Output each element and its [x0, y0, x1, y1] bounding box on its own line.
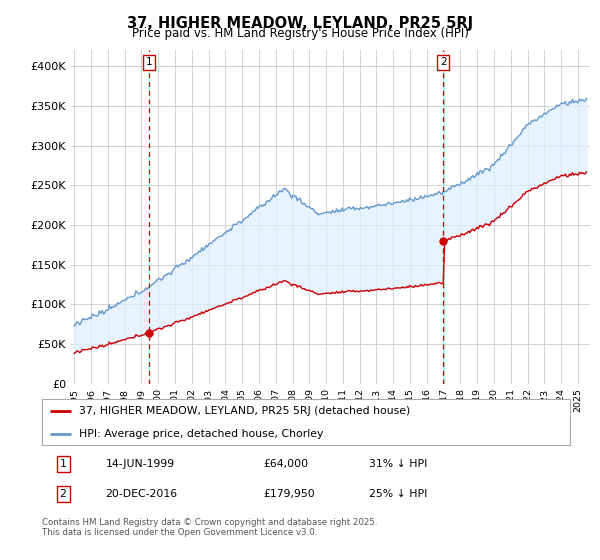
Text: £179,950: £179,950	[264, 489, 316, 499]
Text: 1: 1	[59, 459, 67, 469]
Text: 37, HIGHER MEADOW, LEYLAND, PR25 5RJ (detached house): 37, HIGHER MEADOW, LEYLAND, PR25 5RJ (de…	[79, 406, 410, 416]
Text: Contains HM Land Registry data © Crown copyright and database right 2025.
This d: Contains HM Land Registry data © Crown c…	[42, 518, 377, 538]
Text: 14-JUN-1999: 14-JUN-1999	[106, 459, 175, 469]
Text: 1: 1	[146, 57, 152, 67]
Text: 2: 2	[440, 57, 446, 67]
Text: Price paid vs. HM Land Registry's House Price Index (HPI): Price paid vs. HM Land Registry's House …	[131, 27, 469, 40]
Text: 2: 2	[59, 489, 67, 499]
Text: 25% ↓ HPI: 25% ↓ HPI	[370, 489, 428, 499]
Text: HPI: Average price, detached house, Chorley: HPI: Average price, detached house, Chor…	[79, 429, 323, 438]
Text: 20-DEC-2016: 20-DEC-2016	[106, 489, 178, 499]
Text: 37, HIGHER MEADOW, LEYLAND, PR25 5RJ: 37, HIGHER MEADOW, LEYLAND, PR25 5RJ	[127, 16, 473, 31]
Text: 31% ↓ HPI: 31% ↓ HPI	[370, 459, 428, 469]
Text: £64,000: £64,000	[264, 459, 309, 469]
